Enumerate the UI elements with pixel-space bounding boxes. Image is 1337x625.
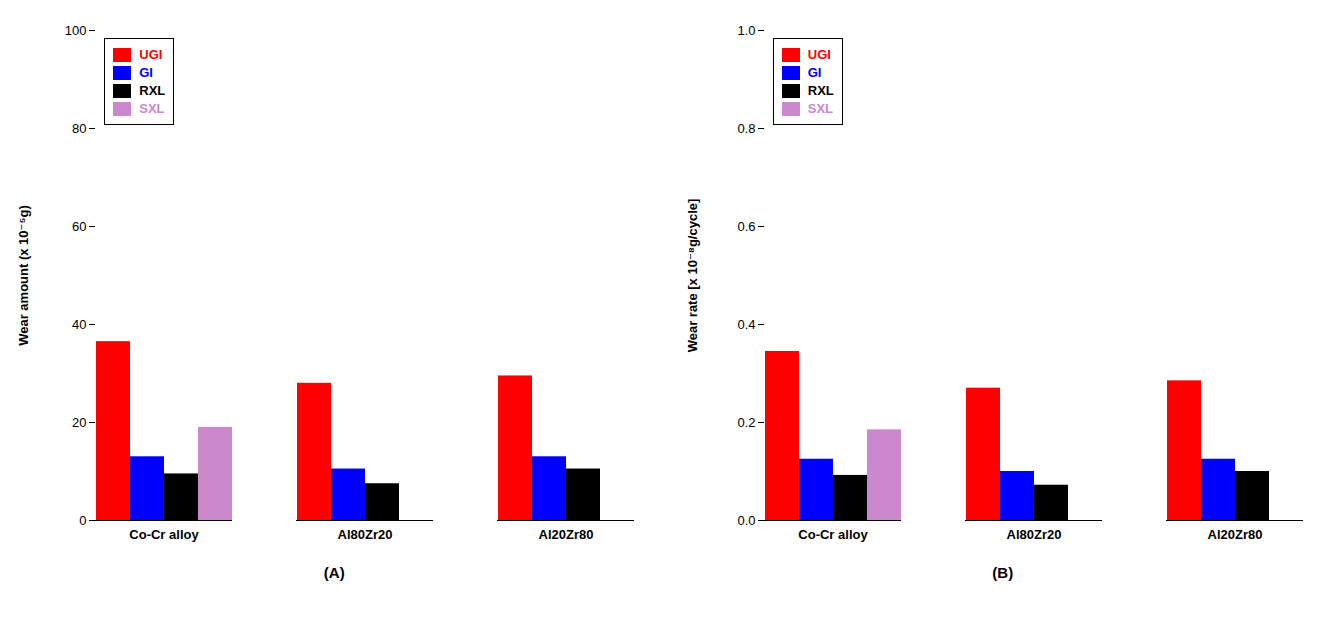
svg-text:0.2: 0.2 <box>737 415 755 430</box>
svg-text:40: 40 <box>72 317 86 332</box>
html-text:(A): (A) <box>323 564 345 581</box>
svg-text:Al80Zr20: Al80Zr20 <box>338 527 393 542</box>
svg-text:20: 20 <box>72 415 86 430</box>
html-text:SXL: SXL <box>807 101 833 116</box>
svg-text:0.4: 0.4 <box>737 317 755 332</box>
svg-text:Al20Zr80: Al20Zr80 <box>1207 527 1262 542</box>
svg-text:Al20Zr80: Al20Zr80 <box>539 527 594 542</box>
svg-text:0.0: 0.0 <box>737 513 755 528</box>
html-text:(B): (B) <box>992 564 1014 581</box>
svg-text:80: 80 <box>72 121 86 136</box>
svg-text:Wear amount (x 10⁻⁵g): Wear amount (x 10⁻⁵g) <box>16 205 31 346</box>
svg-text:60: 60 <box>72 219 86 234</box>
svg-text:Wear rate [x 10⁻⁸g/cycle]: Wear rate [x 10⁻⁸g/cycle] <box>684 199 699 353</box>
html-text:GI: GI <box>139 65 153 80</box>
html-text:GI: GI <box>807 65 822 80</box>
html-text:UGI: UGI <box>807 47 831 62</box>
svg-text:0.8: 0.8 <box>737 121 755 136</box>
html-text:RXL: RXL <box>139 83 166 98</box>
html-text:RXL: RXL <box>807 83 834 98</box>
svg-text:Al80Zr20: Al80Zr20 <box>1006 527 1061 542</box>
html-text:UGI: UGI <box>139 47 163 62</box>
svg-text:100: 100 <box>65 23 87 38</box>
svg-text:0: 0 <box>80 513 87 528</box>
svg-text:1.0: 1.0 <box>737 23 755 38</box>
svg-text:Co-Cr alloy: Co-Cr alloy <box>798 527 868 542</box>
html-text:SXL: SXL <box>139 101 165 116</box>
svg-text:Co-Cr alloy: Co-Cr alloy <box>130 527 200 542</box>
svg-text:0.6: 0.6 <box>737 219 755 234</box>
